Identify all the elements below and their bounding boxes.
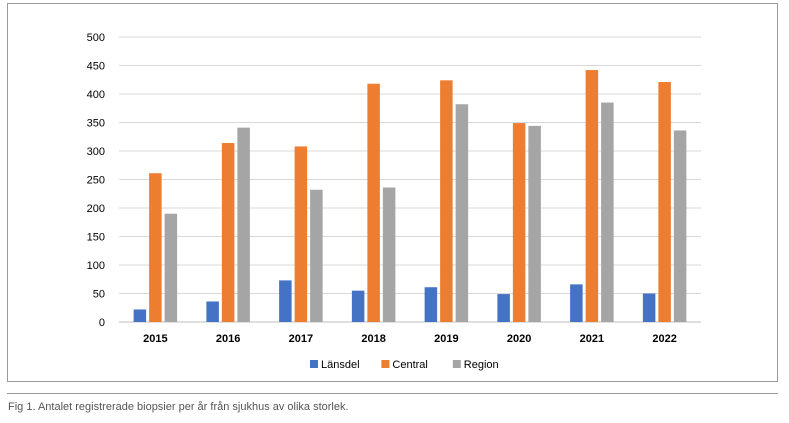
bar-central-2019 bbox=[440, 80, 453, 322]
y-tick-label: 200 bbox=[87, 203, 105, 215]
y-tick-label: 250 bbox=[87, 175, 105, 187]
y-tick-label: 300 bbox=[87, 146, 105, 158]
x-tick-label: 2019 bbox=[434, 333, 458, 345]
bar-lnsdel-2018 bbox=[351, 290, 365, 322]
y-tick-label: 450 bbox=[87, 61, 105, 73]
bar-central-2022 bbox=[658, 82, 671, 322]
y-tick-label: 50 bbox=[93, 289, 105, 301]
bar-region-2022 bbox=[673, 130, 687, 322]
bar-region-2018 bbox=[382, 187, 396, 322]
bar-lnsdel-2021 bbox=[570, 284, 583, 322]
x-tick-label: 2015 bbox=[143, 333, 167, 345]
bar-lnsdel-2019 bbox=[424, 287, 438, 322]
bar-chart: 0 50 100 150 200 250 300 350 400 450 500 2015 2016 20… bbox=[87, 32, 701, 371]
bar-central-2015 bbox=[149, 173, 162, 322]
bar-lnsdel-2016 bbox=[206, 301, 219, 322]
bar-region-2019 bbox=[455, 104, 469, 322]
legend-swatch bbox=[310, 360, 318, 368]
legend-swatch bbox=[381, 360, 390, 368]
x-tick-label: 2022 bbox=[652, 333, 676, 345]
bar-central-2016 bbox=[221, 143, 235, 322]
y-tick-label: 100 bbox=[87, 260, 105, 272]
bar-region-2016 bbox=[237, 127, 250, 322]
chart-frame: 0 50 100 150 200 250 300 350 400 450 500 2015 2016 20… bbox=[7, 3, 778, 382]
figure-caption: Fig 1. Antalet registrerade biopsier per… bbox=[8, 401, 349, 413]
y-tick-label: 500 bbox=[87, 32, 105, 44]
y-tick-label: 150 bbox=[87, 232, 105, 244]
bar-central-2021 bbox=[585, 70, 599, 322]
y-tick-label: 400 bbox=[87, 89, 105, 101]
legend-label: Central bbox=[392, 359, 427, 371]
bar-region-2015 bbox=[164, 213, 178, 322]
y-tick-label: 350 bbox=[87, 118, 105, 130]
x-tick-label: 2016 bbox=[216, 333, 240, 345]
bar-lnsdel-2017 bbox=[279, 280, 292, 322]
y-tick-label: 0 bbox=[99, 317, 105, 329]
x-tick-label: 2021 bbox=[580, 333, 604, 345]
bar-region-2021 bbox=[601, 102, 614, 322]
bar-central-2018 bbox=[367, 83, 380, 323]
bar-central-2020 bbox=[512, 123, 526, 322]
bar-region-2020 bbox=[528, 125, 541, 322]
x-tick-label: 2017 bbox=[289, 333, 313, 345]
legend-label: Länsdel bbox=[321, 359, 360, 371]
bar-region-2017 bbox=[310, 189, 323, 322]
x-tick-label: 2020 bbox=[507, 333, 531, 345]
caption-divider bbox=[7, 393, 778, 394]
legend-label: Region bbox=[464, 359, 499, 371]
bar-lnsdel-2015 bbox=[133, 309, 147, 322]
bar-lnsdel-2022 bbox=[642, 293, 656, 322]
bar-central-2017 bbox=[294, 146, 308, 322]
legend-swatch bbox=[452, 360, 461, 368]
x-tick-label: 2018 bbox=[361, 333, 385, 345]
bar-lnsdel-2020 bbox=[497, 294, 510, 322]
